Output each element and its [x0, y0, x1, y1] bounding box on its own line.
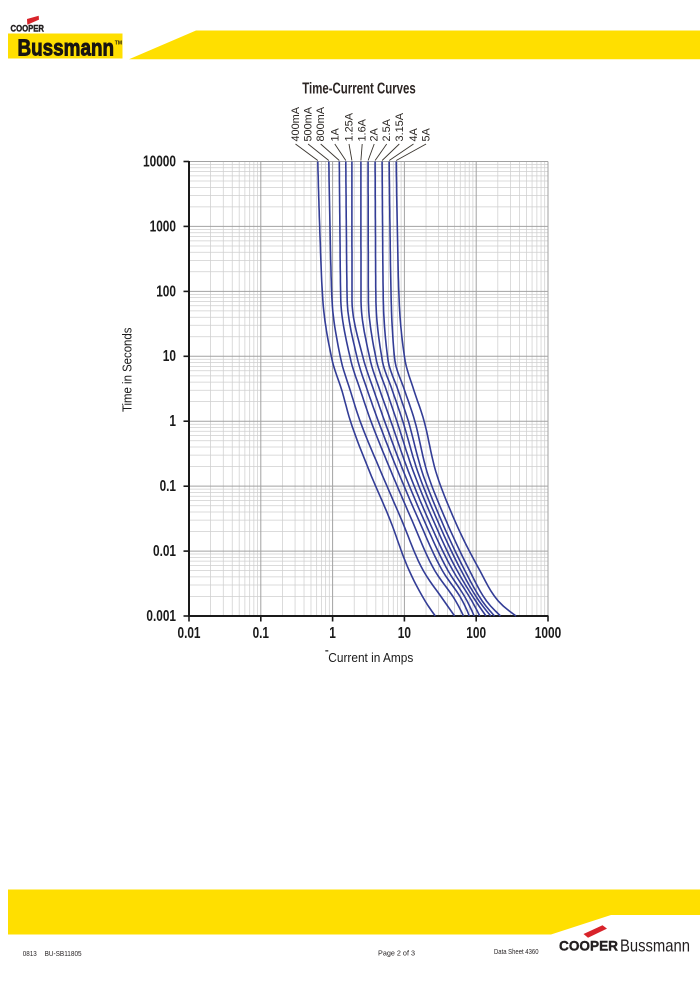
svg-text:Time-Current Curves: Time-Current Curves	[302, 81, 416, 98]
svg-text:2A: 2A	[369, 128, 381, 142]
svg-text:Current in Amps: Current in Amps	[328, 651, 413, 665]
svg-text:1: 1	[329, 625, 336, 642]
svg-text:1.6A: 1.6A	[357, 118, 369, 141]
svg-text:BU-SB11805: BU-SB11805	[45, 949, 82, 958]
svg-text:COOPER: COOPER	[11, 24, 45, 34]
svg-text:1000: 1000	[535, 625, 561, 642]
svg-text:10: 10	[398, 625, 411, 642]
svg-text:Data Sheet 4360: Data Sheet 4360	[494, 947, 539, 956]
svg-text:0.1: 0.1	[160, 478, 176, 495]
svg-text:500mA: 500mA	[303, 106, 315, 141]
svg-text:0813: 0813	[23, 949, 37, 958]
svg-text:5A: 5A	[421, 128, 433, 142]
svg-text:100: 100	[156, 283, 176, 300]
svg-text:800mA: 800mA	[315, 106, 327, 141]
svg-text:2.5A: 2.5A	[381, 118, 393, 141]
svg-text:10: 10	[163, 348, 176, 365]
svg-text:4A: 4A	[408, 128, 420, 142]
svg-text:1A: 1A	[329, 128, 341, 142]
svg-text:TM: TM	[115, 41, 122, 47]
svg-text:100: 100	[466, 625, 486, 642]
svg-text:1.25A: 1.25A	[344, 112, 356, 141]
svg-text:0.1: 0.1	[253, 625, 269, 642]
svg-text:3.15A: 3.15A	[394, 112, 406, 141]
svg-text:0.01: 0.01	[153, 543, 176, 560]
svg-text:1: 1	[169, 413, 176, 430]
svg-text:0.001: 0.001	[146, 608, 176, 625]
svg-text:Page 2 of 3: Page 2 of 3	[378, 949, 415, 958]
svg-text:10000: 10000	[143, 153, 176, 170]
svg-text:Time in Seconds: Time in Seconds	[121, 328, 135, 413]
svg-text:0.01: 0.01	[178, 625, 201, 642]
svg-text:Bussmann: Bussmann	[620, 936, 690, 956]
svg-text:1000: 1000	[150, 218, 176, 235]
svg-text:COOPER: COOPER	[559, 939, 618, 954]
svg-text:400mA: 400mA	[290, 106, 302, 141]
svg-text:Bussmann: Bussmann	[18, 35, 115, 61]
